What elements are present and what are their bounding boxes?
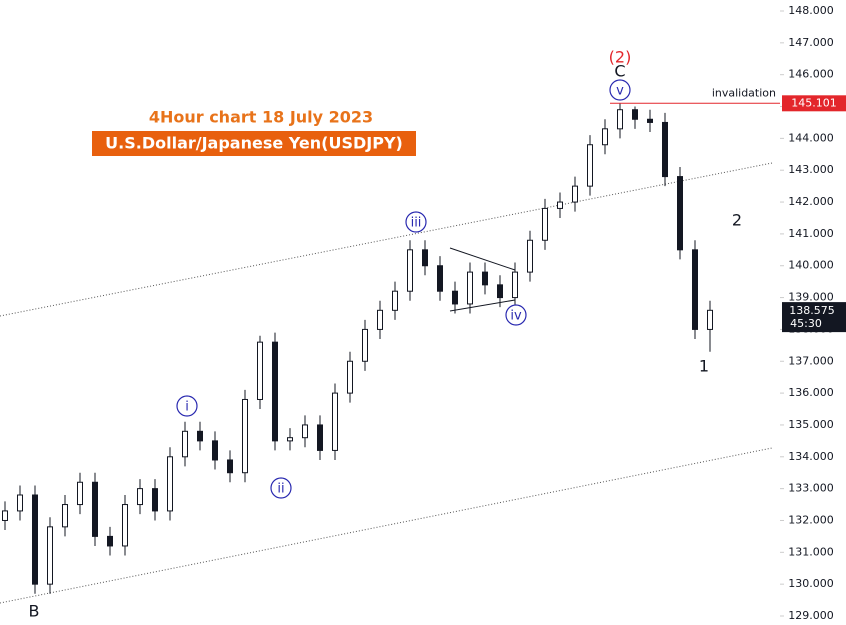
countdown: 45:30 — [790, 317, 822, 330]
candle-body — [17, 494, 23, 512]
channel-lower — [0, 447, 773, 604]
wave-label: 2 — [732, 211, 742, 230]
candle-body — [272, 341, 278, 442]
candle-body — [542, 207, 548, 241]
y-tick-label: 142.000 — [788, 195, 834, 208]
y-tick-label: 137.000 — [788, 354, 834, 367]
candle-body — [557, 201, 563, 209]
candle-body — [602, 128, 608, 146]
candle-body — [437, 265, 443, 292]
channel-upper — [0, 162, 773, 317]
wave-label: i — [185, 400, 189, 415]
candle-body — [362, 328, 368, 362]
last-price-label: 138.575 — [789, 304, 835, 317]
candle-body — [47, 526, 53, 585]
candle-body — [77, 481, 83, 506]
y-tick-label: 135.000 — [788, 418, 834, 431]
wave-circle — [405, 211, 427, 233]
candle-body — [512, 271, 518, 299]
wave-label: B — [29, 602, 40, 621]
candle-body — [452, 290, 458, 305]
candle-body — [107, 535, 113, 547]
candle-body — [32, 494, 38, 585]
y-tick-label: 141.000 — [788, 227, 834, 240]
candle-body — [167, 456, 173, 512]
candle-body — [677, 176, 683, 251]
subtitle-box — [92, 131, 416, 156]
candle-body — [422, 249, 428, 267]
y-tick-label: 143.000 — [788, 163, 834, 176]
wave-label: 1 — [699, 357, 709, 376]
chart-subtitle: U.S.Dollar/Japanese Yen(USDJPY) — [105, 134, 403, 153]
candle-body — [227, 459, 233, 474]
candle-body — [152, 488, 158, 512]
y-tick-label: 133.000 — [788, 482, 834, 495]
invalidation-label: 145.101 — [791, 96, 837, 109]
candle-body — [257, 341, 263, 400]
y-tick-label: 136.000 — [788, 386, 834, 399]
y-tick-label: 144.000 — [788, 131, 834, 144]
wave-label: v — [616, 84, 624, 99]
y-tick-label: 129.000 — [788, 609, 834, 622]
y-tick-label: 130.000 — [788, 577, 834, 590]
candle-body — [197, 430, 203, 442]
triangle-upper — [449, 247, 516, 271]
wave-label: ii — [277, 482, 284, 497]
y-tick-label: 147.000 — [788, 36, 834, 49]
y-tick-label: 146.000 — [788, 68, 834, 81]
wave-label: (2) — [609, 48, 632, 67]
candle-body — [332, 392, 338, 451]
candle-body — [617, 109, 623, 130]
candle-body — [587, 144, 593, 187]
invalidation-tag — [782, 95, 846, 112]
y-tick-label: 132.000 — [788, 513, 834, 526]
candle-body — [2, 510, 8, 521]
candle-body — [92, 481, 98, 537]
candle-body — [137, 488, 143, 506]
wave-label: iii — [411, 216, 422, 231]
candle-body — [182, 430, 188, 458]
candle-body — [347, 360, 353, 394]
candle-body — [212, 440, 218, 461]
wave-circle — [609, 79, 631, 101]
candle-body — [632, 109, 638, 120]
invalidation-text: invalidation — [712, 86, 776, 99]
candle-body — [62, 504, 68, 528]
y-tick-label: 131.000 — [788, 545, 834, 558]
candle-body — [122, 504, 128, 547]
candle-body — [692, 249, 698, 330]
y-tick-label: 139.000 — [788, 291, 834, 304]
candle-body — [662, 121, 668, 178]
candle-body — [482, 271, 488, 286]
wave-label: C — [614, 62, 625, 81]
candle-body — [497, 284, 503, 299]
wave-label: iv — [510, 309, 522, 324]
y-tick-label: 148.000 — [788, 4, 834, 17]
candle-body — [707, 309, 713, 330]
triangle-lower — [449, 299, 516, 312]
last-price-tag — [782, 302, 846, 333]
candle-body — [647, 118, 653, 123]
candle-body — [392, 290, 398, 311]
wave-circle — [176, 395, 198, 417]
y-tick-label: 140.000 — [788, 259, 834, 272]
candle-body — [302, 424, 308, 439]
candle-body — [407, 249, 413, 292]
candle-body — [527, 239, 533, 273]
wave-circle — [270, 477, 292, 499]
candle-body — [317, 424, 323, 451]
candle-body — [242, 398, 248, 474]
y-tick-label: 134.000 — [788, 450, 834, 463]
candle-body — [287, 437, 293, 442]
wave-circle — [505, 304, 527, 326]
candle-body — [467, 271, 473, 305]
chart-title: 4Hour chart 18 July 2023 — [149, 108, 373, 127]
candle-body — [572, 185, 578, 203]
candle-body — [377, 309, 383, 330]
